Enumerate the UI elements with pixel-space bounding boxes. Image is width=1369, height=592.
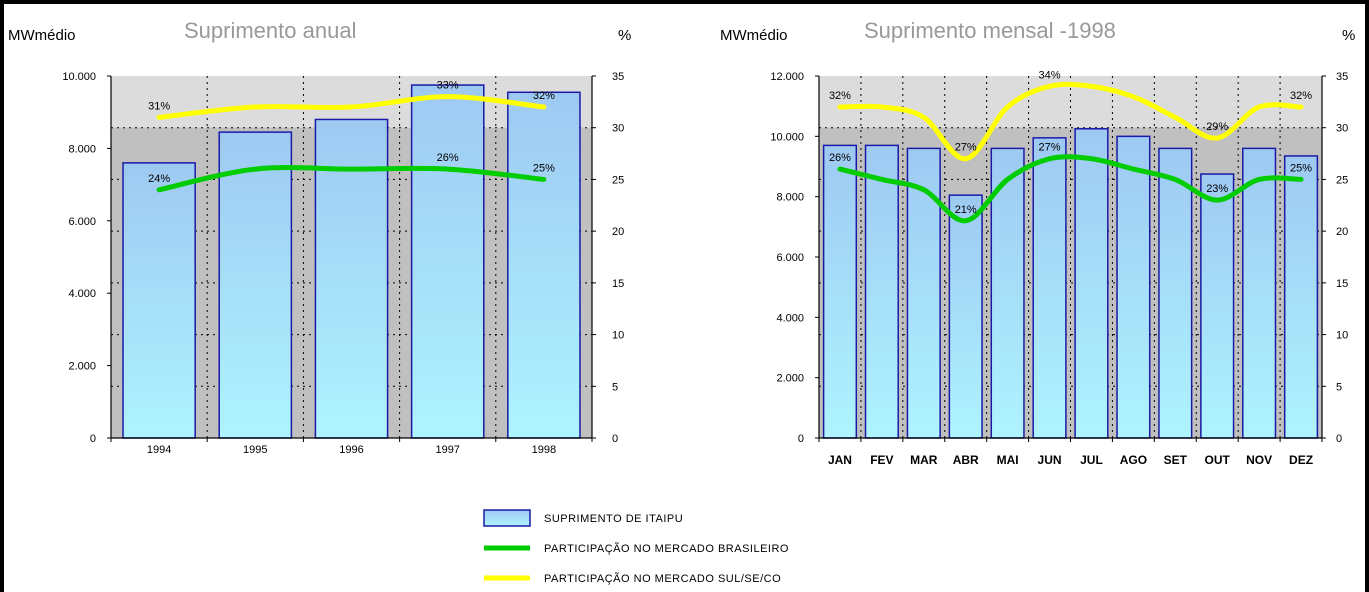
category-label: JAN [828,453,852,467]
left-tick-label: 2.000 [68,361,96,373]
right-axis-unit: % [618,27,631,44]
left-tick-label: 12.000 [770,71,804,83]
bar [822,144,858,439]
category-label: 1994 [147,444,171,456]
right-tick-label: 30 [1336,123,1348,135]
category-label: JUL [1080,453,1103,467]
bar [410,84,485,439]
category-label: 1996 [339,444,363,456]
category-label: JUN [1038,453,1062,467]
bar [1032,137,1067,439]
point-label: 29% [1206,121,1228,133]
category-label: MAI [997,453,1019,467]
point-label: 23% [1206,183,1228,195]
bar [507,91,581,439]
left-tick-label: 0 [90,433,96,445]
left-tick-label: 8.000 [776,192,804,204]
bar [314,118,389,439]
right-tick-label: 20 [612,226,624,238]
bar [948,194,983,439]
series-line [156,165,547,193]
point-label: 21% [955,204,977,216]
right-tick-label: 5 [1336,381,1342,393]
category-label: 1997 [435,444,459,456]
right-tick-label: 35 [1336,71,1348,83]
charts-svg: MWmédio Suprimento anual % 0 2.000 4.000 6.000… [8,18,1355,585]
category-label: MAR [910,453,938,467]
monthly-chart: MWmédio Suprimento mensal -1998 % 0 2.000 4.0… [720,18,1355,467]
point-label: 34% [1039,69,1061,81]
bar [1242,147,1277,439]
legend-label: SUPRIMENTO DE ITAIPU [544,513,683,525]
point-label: 32% [829,90,851,102]
point-label: 26% [437,152,459,164]
right-tick-label: 5 [612,381,618,393]
bar [1283,155,1319,439]
right-tick-label: 30 [612,123,624,135]
point-label: 27% [1039,142,1061,154]
left-tick-label: 10.000 [770,131,804,143]
point-label: 33% [437,80,459,92]
point-label: 24% [148,173,170,185]
category-label: DEZ [1289,453,1313,467]
right-axis-unit: % [1342,27,1355,44]
left-tick-label: 2.000 [776,373,804,385]
bar [864,144,899,439]
point-label: 27% [955,142,977,154]
left-tick-label: 6.000 [68,216,96,228]
right-tick-label: 25 [1336,174,1348,186]
right-tick-label: 25 [612,174,624,186]
legend: SUPRIMENTO DE ITAIPU PARTICIPAÇÃO NO MERC… [483,509,789,585]
bar [1116,135,1151,439]
bar [1200,173,1235,439]
bar [990,147,1025,439]
right-tick-label: 20 [1336,226,1348,238]
point-label: 26% [829,152,851,164]
point-label: 25% [1290,162,1312,174]
legend-label: PARTICIPAÇÃO NO MERCADO SUL/SE/CO [544,572,781,585]
bar [1158,147,1193,439]
point-label: 32% [1290,90,1312,102]
category-label: FEV [870,453,893,467]
chart-title: Suprimento mensal -1998 [864,18,1116,43]
right-tick-label: 0 [612,433,618,445]
point-label: 32% [533,90,555,102]
legend-label: PARTICIPAÇÃO NO MERCADO BRASILEIRO [544,542,789,555]
left-tick-label: 4.000 [776,312,804,324]
right-tick-label: 15 [1336,278,1348,290]
series-line [837,81,1304,162]
chart-title: Suprimento anual [184,18,356,43]
chart-frame: MWmédio Suprimento anual% 0 2.000 4.000 6.000… [4,4,1365,592]
category-label: 1998 [532,444,556,456]
bar [122,162,196,439]
left-axis-unit: MWmédio [720,27,788,44]
left-tick-label: 10.000 [62,71,96,83]
category-label: ABR [953,453,979,467]
left-axis-unit: MWmédio [8,27,76,44]
right-tick-label: 10 [612,330,624,342]
category-label: 1995 [243,444,267,456]
category-label: OUT [1205,453,1231,467]
series-line [837,154,1304,224]
left-tick-label: 4.000 [68,288,96,300]
right-tick-label: 10 [1336,330,1348,342]
point-label: 25% [533,162,555,174]
right-tick-label: 15 [612,278,624,290]
series-line [156,94,547,120]
left-tick-label: 6.000 [776,252,804,264]
left-tick-label: 8.000 [68,143,96,155]
right-tick-label: 35 [612,71,624,83]
category-label: NOV [1246,453,1272,467]
category-label: SET [1164,453,1188,467]
annual-chart: MWmédio Suprimento anual % 0 2.000 4.000 6.000… [8,18,631,456]
left-tick-label: 0 [798,433,804,445]
bar [218,131,293,439]
bar [1074,128,1109,439]
category-label: AGO [1120,453,1147,467]
right-tick-label: 0 [1336,433,1342,445]
point-label: 31% [148,100,170,112]
legend-bar-swatch [483,509,531,527]
